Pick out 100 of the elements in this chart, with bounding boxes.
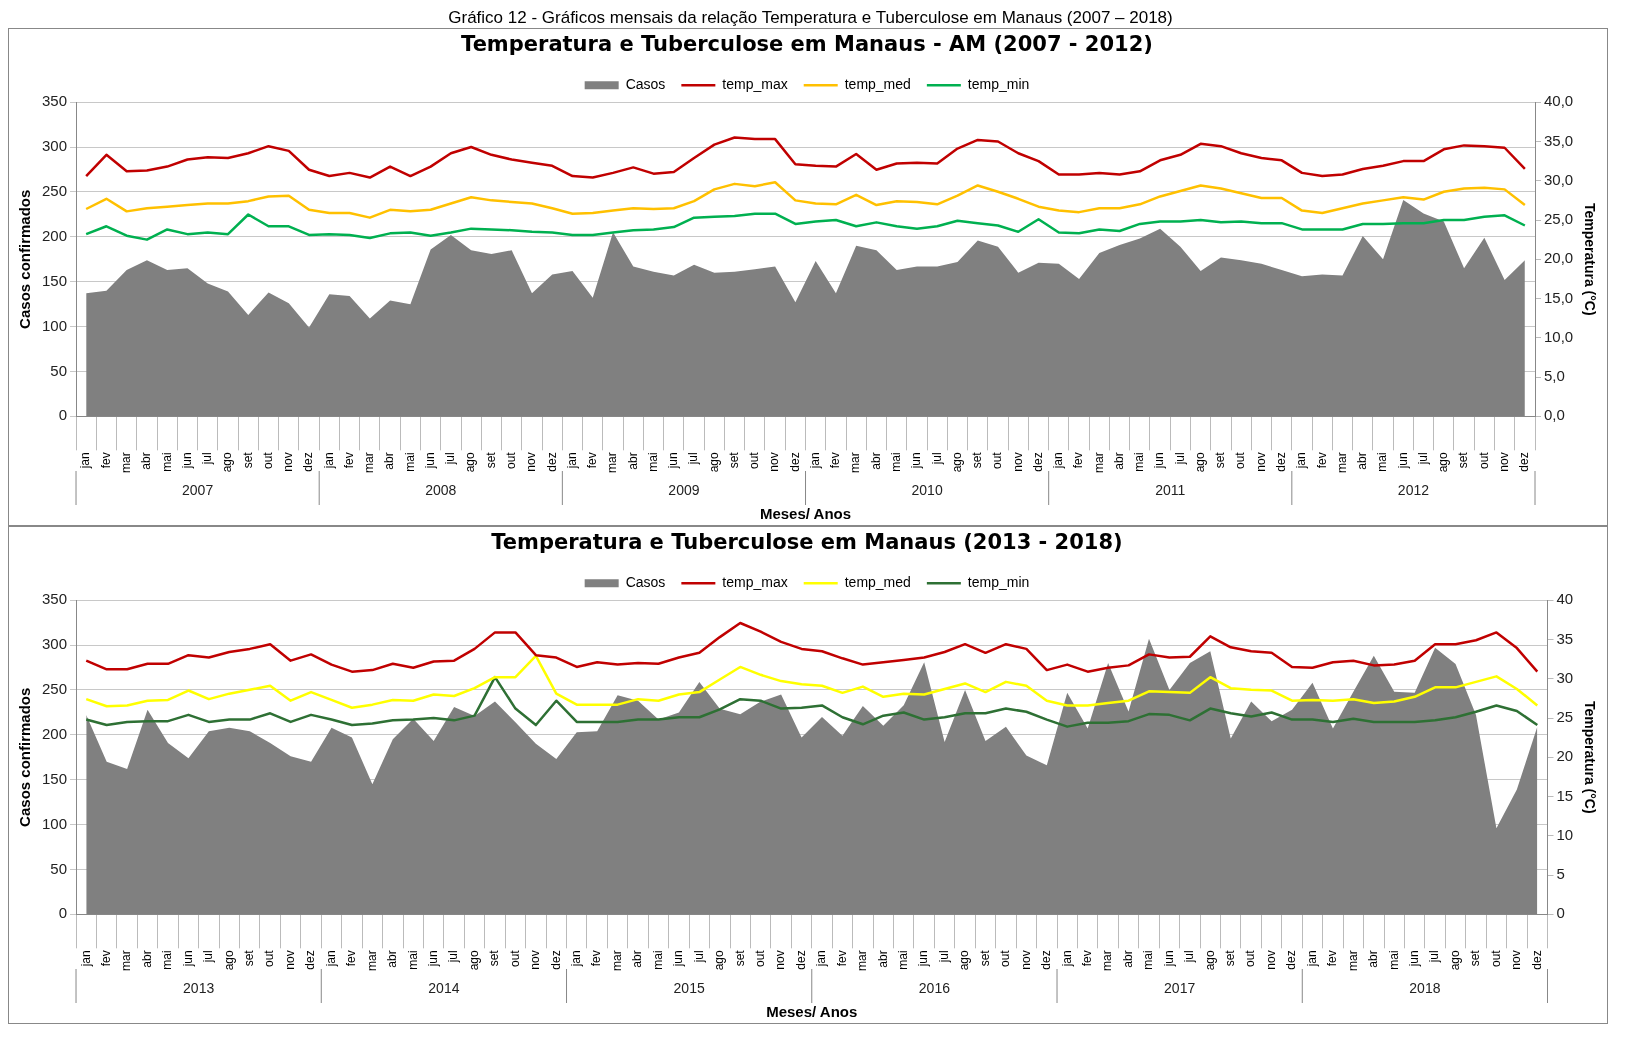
x-tick-label: fev <box>341 452 356 469</box>
x-tick-label: set <box>487 949 502 967</box>
x-tick-label: mai <box>896 950 911 970</box>
y-axis-title: Casos confirmados <box>16 687 34 827</box>
x-tick-label: dez <box>548 950 563 970</box>
y-tick-label: 150 <box>42 769 68 787</box>
chart-title: Temperatura e Tuberculose em Manaus (2013 - 2018) <box>491 530 1123 555</box>
x-tick-label: fev <box>1314 452 1329 469</box>
x-tick-label: fev <box>834 950 849 967</box>
x-tick-label: set <box>732 949 747 967</box>
y-tick-label: 0 <box>58 904 68 922</box>
x-tick-label: nov <box>767 452 782 472</box>
chart-subtitle: Gráfico 12 - Gráficos mensais da relação Temperatura e Tuberculose em Manaus (2007 – 2018) <box>447 8 1174 28</box>
x-tick-label: nov <box>1253 452 1268 472</box>
x-axis-title: Meses/ Anos <box>759 505 852 523</box>
x-tick-label: jun <box>1395 452 1410 470</box>
x-tick-label: out <box>1233 451 1248 470</box>
x-tick-label: fev <box>344 950 359 967</box>
y2-tick-label: 20,0 <box>1544 249 1574 267</box>
x-tick-label: dez <box>793 950 808 970</box>
x-tick-label: mar <box>855 950 870 972</box>
x-tick-label: out <box>998 949 1013 968</box>
x-tick-label: abr <box>382 452 397 470</box>
x-tick-label: mai <box>645 452 660 472</box>
x-tick-label: ago <box>957 950 972 971</box>
x-tick-label: mar <box>362 452 377 474</box>
legend-label: temp_min <box>967 76 1030 93</box>
x-tick-label: jul <box>1427 950 1442 964</box>
text: 2014 <box>428 979 460 996</box>
x-tick-label: mai <box>405 950 420 970</box>
y-axis-title: Casos confirmados <box>16 189 34 329</box>
x-tick-label: nov <box>1018 950 1033 970</box>
x-tick-label: jun <box>422 452 437 470</box>
x-tick-label: nov <box>524 452 539 472</box>
x-tick-label: ago <box>949 452 964 473</box>
y-tick-label: 100 <box>42 814 68 832</box>
x-tick-label: jan <box>1294 452 1309 470</box>
x-tick-label: abr <box>625 452 640 470</box>
x-tick-label: dez <box>1517 452 1532 472</box>
x-tick-label: fev <box>828 452 843 469</box>
y-tick-label: 250 <box>42 182 68 200</box>
x-tick-label: fev <box>99 950 113 967</box>
chart-title: Temperatura e Tuberculose em Manaus - AM (2007 - 2012) <box>461 32 1153 57</box>
text: 2016 <box>918 979 951 996</box>
x-tick-label: mar <box>1100 950 1115 972</box>
x-tick-label: out <box>260 451 275 470</box>
legend-label: temp_max <box>722 574 788 591</box>
x-tick-label: dez <box>544 452 559 472</box>
x-tick-label: mai <box>160 950 175 970</box>
x-tick-label: jan <box>807 452 822 470</box>
x-tick-label: mar <box>1334 452 1349 474</box>
legend-label: temp_min <box>967 574 1030 591</box>
x-tick-label: fev <box>1079 950 1094 967</box>
y2-tick-label: 25 <box>1556 708 1574 726</box>
x-tick-label: dez <box>1284 950 1299 970</box>
x-tick-label: mar <box>609 950 624 972</box>
legend-label: temp_med <box>844 574 911 591</box>
text: 2007 <box>182 481 214 498</box>
y-tick-label: 0 <box>58 406 68 424</box>
y-tick-label: 250 <box>42 680 68 698</box>
y2-tick-label: 5,0 <box>1544 367 1565 385</box>
x-axis-title: Meses/ Anos <box>766 1003 858 1021</box>
x-tick-label: abr <box>1355 452 1370 470</box>
x-tick-label: mai <box>1386 950 1401 970</box>
x-tick-label: dez <box>301 452 316 472</box>
x-tick-label: nov <box>281 452 296 472</box>
x-tick-label: jun <box>179 452 194 470</box>
text: 2008 <box>425 481 457 498</box>
x-tick-label: jul <box>691 950 706 964</box>
x-tick-label: nov <box>528 950 543 970</box>
text: 2017 <box>1164 979 1196 996</box>
x-tick-label: nov <box>773 950 788 970</box>
y-tick-label: 350 <box>42 92 68 110</box>
x-tick-label: dez <box>303 950 318 970</box>
y2-tick-label: 40 <box>1556 590 1574 608</box>
x-tick-label: ago <box>1202 950 1217 971</box>
x-tick-label: dez <box>787 452 802 472</box>
y-tick-label: 50 <box>50 859 68 877</box>
x-tick-label: abr <box>139 950 154 968</box>
x-tick-label: jun <box>666 452 681 470</box>
x-tick-label: jan <box>1304 950 1319 968</box>
x-tick-label: ago <box>706 452 721 473</box>
y-tick-label: 350 <box>42 590 68 608</box>
x-tick-label: jul <box>201 950 216 964</box>
x-tick-label: abr <box>1366 950 1381 968</box>
x-tick-label: abr <box>868 452 883 470</box>
x-tick-label: mai <box>402 452 417 472</box>
x-tick-label: jul <box>936 950 951 964</box>
y2-tick-label: 20 <box>1556 747 1574 765</box>
x-tick-label: jan <box>321 452 336 470</box>
x-tick-label: jun <box>180 950 195 968</box>
x-tick-label: jul <box>200 452 215 466</box>
y2-tick-label: 40,0 <box>1544 92 1574 110</box>
x-tick-label: jun <box>1406 950 1421 968</box>
x-tick-label: set <box>240 451 255 469</box>
x-tick-label: mai <box>650 950 665 970</box>
x-tick-label: nov <box>1496 452 1511 472</box>
x-tick-label: mai <box>159 452 174 472</box>
y2-axis-title: Temperatura (°C) <box>1581 700 1598 814</box>
x-tick-label: set <box>977 949 992 967</box>
